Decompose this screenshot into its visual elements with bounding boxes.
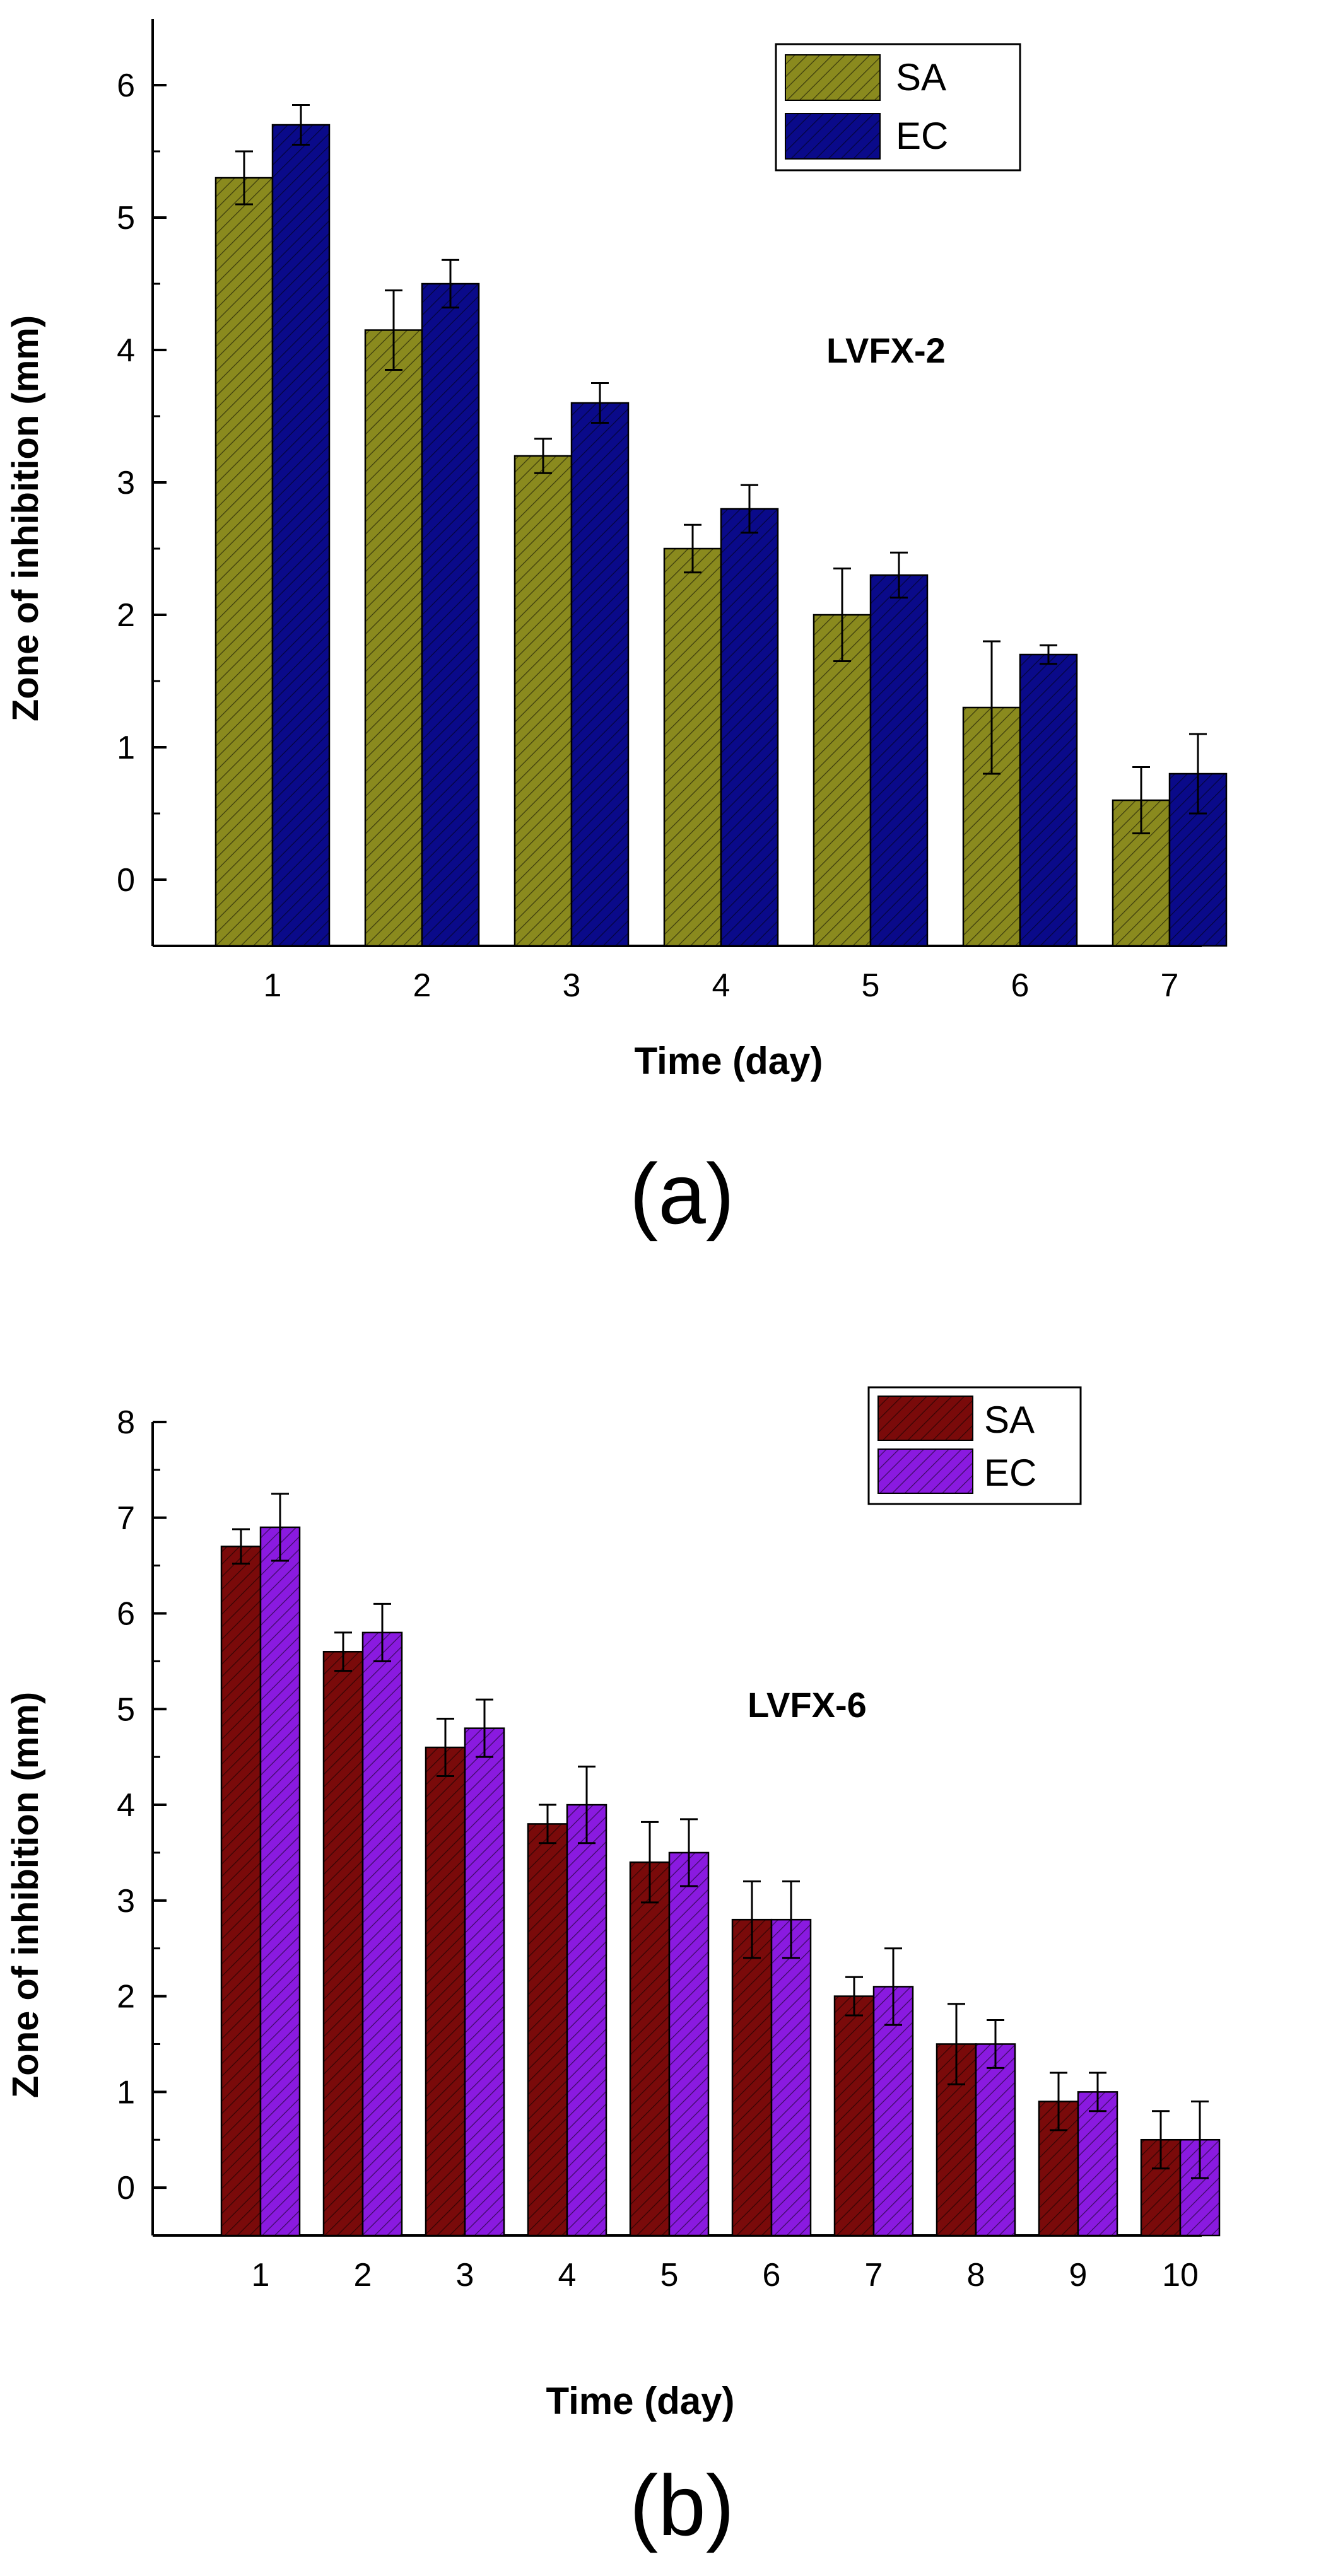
bar-sa	[220, 1546, 262, 2237]
bar-ec	[770, 1918, 812, 2237]
y-tick-label: 5	[117, 1691, 135, 1728]
x-tick-label: 3	[456, 2257, 474, 2293]
bar-sa	[731, 1918, 773, 2237]
bar-sa	[629, 1861, 671, 2237]
x-tick-label: 8	[967, 2257, 985, 2293]
y-tick-label: 7	[117, 1500, 135, 1537]
y-tick-label: 0	[117, 2170, 135, 2206]
x-tick-label: 6	[1011, 967, 1030, 1004]
bar-sa	[527, 1823, 568, 2237]
y-tick-label: 1	[117, 730, 135, 766]
x-tick-label: 5	[862, 967, 880, 1004]
x-tick-label: 7	[865, 2257, 883, 2293]
bar-ec	[975, 2043, 1016, 2237]
series-annotation: LVFX-6	[748, 1685, 867, 1725]
bar-sa	[833, 1995, 875, 2237]
y-tick-label: 1	[117, 2074, 135, 2111]
legend-swatch-ec	[785, 113, 881, 160]
y-tick-label: 3	[117, 465, 135, 501]
panel-label: (a)	[630, 1146, 734, 1242]
x-tick-label: 6	[763, 2257, 781, 2293]
legend-label-ec: EC	[896, 115, 948, 157]
y-axis-label: Zone of inhibition (mm)	[5, 315, 46, 721]
bar-sa	[322, 1650, 364, 2237]
x-tick-label: 3	[563, 967, 581, 1004]
legend-swatch-ec	[877, 1448, 973, 1494]
legend-swatch-sa	[785, 54, 881, 101]
bar-ec	[361, 1631, 403, 2237]
bar-ec	[259, 1526, 301, 2237]
bar-sa	[513, 455, 573, 947]
y-tick-label: 3	[117, 1883, 135, 1920]
bar-sa	[425, 1746, 466, 2237]
x-tick-label: 5	[660, 2257, 679, 2293]
legend-swatch-sa	[877, 1396, 973, 1441]
bar-sa	[813, 614, 872, 947]
legend-label-sa: SA	[984, 1399, 1035, 1441]
x-tick-label: 2	[354, 2257, 372, 2293]
bar-ec	[570, 402, 630, 947]
bar-ec	[872, 1986, 914, 2237]
y-tick-label: 0	[117, 862, 135, 899]
x-tick-label: 4	[558, 2257, 577, 2293]
bar-ec	[421, 283, 480, 947]
x-tick-label: 1	[252, 2257, 270, 2293]
y-tick-label: 8	[117, 1404, 135, 1441]
y-axis-label: Zone of inhibition (mm)	[5, 1692, 46, 2098]
y-tick-label: 6	[117, 67, 135, 104]
x-axis-label: Time (day)	[546, 2380, 735, 2422]
y-tick-label: 2	[117, 597, 135, 634]
series-annotation: LVFX-2	[826, 330, 946, 370]
x-tick-label: 9	[1069, 2257, 1088, 2293]
bar-ec	[720, 508, 779, 947]
bar-ec	[566, 1804, 607, 2237]
bar-ec	[1019, 653, 1078, 947]
plot-area-a: 0 1 2 3 4 5 6 1 2 3 4 5 6 7	[117, 19, 1228, 1004]
bar-ec	[271, 124, 331, 947]
x-tick-label: 7	[1161, 967, 1179, 1004]
x-tick-label: 1	[264, 967, 282, 1004]
bar-ec	[869, 574, 929, 947]
legend-label-ec: EC	[984, 1452, 1036, 1494]
bar-ec	[668, 1851, 710, 2237]
x-axis-label: Time (day)	[635, 1040, 823, 1082]
legend: SA EC	[775, 43, 1021, 172]
panel-label: (b)	[630, 2457, 734, 2553]
legend: SA EC	[867, 1386, 1082, 1505]
bar-sa	[663, 547, 722, 947]
legend-label-sa: SA	[896, 56, 946, 98]
y-tick-label: 4	[117, 1787, 135, 1824]
bar-sa	[364, 329, 423, 947]
bar-sa	[214, 177, 274, 947]
y-tick-label: 4	[117, 332, 135, 369]
bar-ec	[464, 1727, 505, 2237]
panel-a: 0 1 2 3 4 5 6 1 2 3 4 5 6 7 Zone of inhibition (mm) T…	[5, 19, 1228, 1242]
x-tick-label: 2	[413, 967, 431, 1004]
bar-ec	[1077, 2091, 1118, 2237]
y-tick-label: 2	[117, 1979, 135, 2015]
y-tick-label: 5	[117, 200, 135, 236]
panel-b: 0 1 2 3 4 5 6 7 8 1 2 3 4 5 6 7 8 9 10 Zone of inhibition …	[5, 1386, 1221, 2553]
x-tick-label: 4	[712, 967, 731, 1004]
x-tick-label: 10	[1162, 2257, 1199, 2293]
plot-area-b: 0 1 2 3 4 5 6 7 8 1 2 3 4 5 6 7 8 9 10	[117, 1404, 1221, 2293]
y-tick-label: 6	[117, 1596, 135, 1633]
